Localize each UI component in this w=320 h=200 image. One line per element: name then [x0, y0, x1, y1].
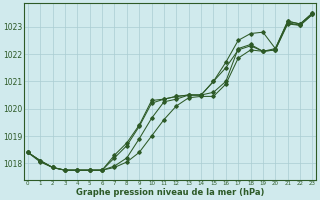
X-axis label: Graphe pression niveau de la mer (hPa): Graphe pression niveau de la mer (hPa) — [76, 188, 264, 197]
